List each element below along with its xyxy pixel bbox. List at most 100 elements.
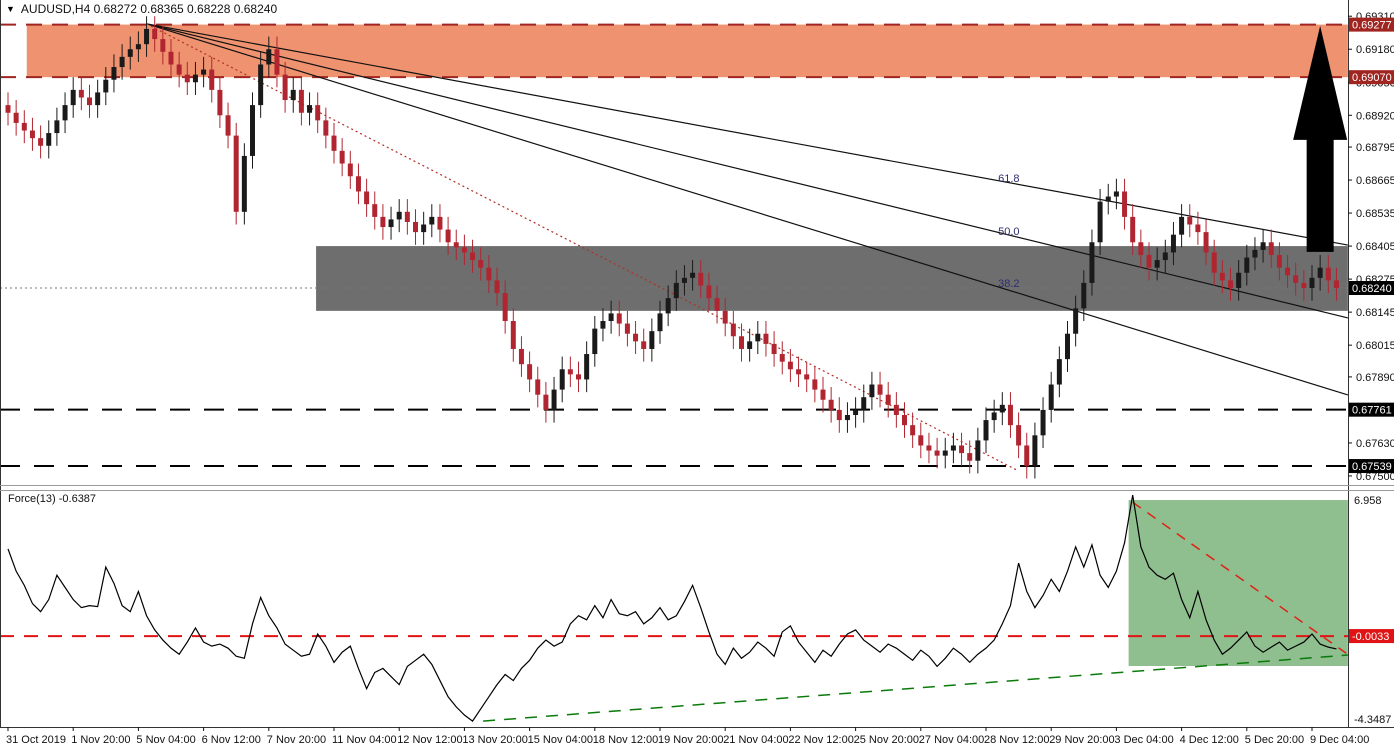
candle-body bbox=[445, 229, 451, 243]
price-zones bbox=[26, 24, 1348, 311]
candle-body bbox=[404, 211, 410, 222]
candle-body bbox=[62, 105, 68, 121]
candle-body bbox=[576, 374, 581, 380]
candle-body bbox=[127, 49, 133, 57]
candle-body bbox=[926, 445, 932, 451]
indicator-falling-trendline[interactable] bbox=[1132, 501, 1347, 654]
candle-body bbox=[730, 323, 736, 337]
candle-body bbox=[1301, 282, 1307, 288]
candle-body bbox=[1317, 267, 1323, 278]
price-tick-label: 0.69180 bbox=[1356, 44, 1394, 56]
price-level-badge-text: 0.69277 bbox=[1352, 20, 1392, 32]
time-tick-label: 28 Nov 12:00 bbox=[984, 734, 1049, 746]
price-tick-label: 0.68145 bbox=[1356, 307, 1394, 319]
time-tick-label: 12 Nov 12:00 bbox=[397, 734, 462, 746]
candle-body bbox=[1105, 196, 1111, 202]
candle-body bbox=[201, 69, 207, 75]
candle-body bbox=[755, 333, 761, 342]
candle-body bbox=[502, 293, 508, 322]
divergence-zone bbox=[1128, 500, 1348, 666]
fan-line-3[interactable] bbox=[146, 23, 1349, 396]
time-tick-label: 21 Nov 04:00 bbox=[723, 734, 788, 746]
candle-body bbox=[584, 354, 590, 380]
candle-body bbox=[429, 216, 435, 225]
candle-body bbox=[347, 163, 353, 177]
candle-body bbox=[1089, 242, 1095, 283]
price-level-badge-text: 0.69070 bbox=[1352, 72, 1392, 84]
indicator-pane bbox=[0, 494, 1348, 722]
candle-body bbox=[1260, 242, 1266, 250]
candle-body bbox=[649, 331, 655, 349]
indicator-level-badge-text: -0.0033 bbox=[1352, 631, 1389, 643]
candle-body bbox=[217, 89, 223, 116]
candle-body bbox=[690, 272, 696, 278]
candle-body bbox=[331, 135, 337, 151]
indicator-rising-trendline[interactable] bbox=[483, 654, 1348, 722]
candle-body bbox=[1162, 252, 1168, 261]
candle-body bbox=[559, 369, 565, 390]
candle-body bbox=[470, 252, 476, 261]
candle-body bbox=[722, 310, 728, 324]
candle-body bbox=[355, 176, 361, 192]
candle-body bbox=[844, 415, 850, 421]
price-tick-label: 0.68405 bbox=[1356, 241, 1394, 253]
fib-level-label: 61.8 bbox=[998, 173, 1019, 185]
price-level-badge bbox=[1349, 402, 1394, 417]
candle-body bbox=[1309, 277, 1315, 288]
candle-body bbox=[1024, 445, 1030, 466]
candle-body bbox=[771, 343, 777, 355]
candle-body bbox=[184, 74, 190, 83]
candle-body bbox=[510, 321, 516, 349]
candle-body bbox=[1333, 280, 1339, 288]
candle-body bbox=[13, 112, 19, 123]
candle-body bbox=[78, 89, 84, 98]
candle-body bbox=[1244, 257, 1250, 273]
time-tick-label: 11 Nov 04:00 bbox=[332, 734, 397, 746]
price-level-badge bbox=[1349, 17, 1394, 32]
candle-body bbox=[673, 282, 679, 299]
candle-body bbox=[918, 435, 924, 446]
candle-body bbox=[95, 92, 101, 106]
fan-line-1[interactable] bbox=[146, 23, 1348, 246]
candle-body bbox=[1170, 234, 1176, 253]
chart-title: ▼ AUDUSD,H4 0.68272 0.68365 0.68228 0.68… bbox=[6, 2, 277, 16]
candle-body bbox=[1048, 384, 1054, 410]
time-tick-label: 15 Nov 04:00 bbox=[528, 734, 593, 746]
candle-body bbox=[967, 453, 973, 461]
candle-body bbox=[616, 313, 622, 324]
candle-body bbox=[1040, 409, 1046, 436]
candle-body bbox=[681, 277, 687, 283]
candle-body bbox=[388, 219, 394, 228]
price-tick-label: 0.68535 bbox=[1356, 208, 1394, 220]
chart-title-text: AUDUSD,H4 0.68272 0.68365 0.68228 0.6824… bbox=[20, 2, 278, 16]
candle-body bbox=[1211, 252, 1217, 273]
candle-body bbox=[176, 64, 182, 75]
candle-body bbox=[1276, 254, 1282, 268]
candle-body bbox=[1032, 435, 1038, 466]
candle-body bbox=[1252, 249, 1258, 258]
candle-body bbox=[910, 425, 916, 436]
candle-body bbox=[999, 404, 1005, 413]
time-tick-label: 7 Nov 20:00 bbox=[267, 734, 326, 746]
fan-line-2[interactable] bbox=[146, 23, 1349, 319]
price-tick-label: 0.68015 bbox=[1356, 340, 1394, 352]
time-tick-label: 27 Nov 04:00 bbox=[919, 734, 984, 746]
fib-level-label: 38.2 bbox=[998, 278, 1019, 290]
candle-body bbox=[453, 242, 459, 248]
force-index-line bbox=[7, 494, 1337, 722]
candle-body bbox=[1007, 404, 1013, 426]
candle-body bbox=[779, 354, 785, 362]
time-tick-label: 3 Dec 04:00 bbox=[1114, 734, 1173, 746]
time-tick-label: 31 Oct 2019 bbox=[6, 734, 66, 746]
candle-body bbox=[21, 122, 27, 131]
bullish-projection-arrow[interactable] bbox=[1293, 25, 1348, 252]
symbol-dropdown-icon[interactable]: ▼ bbox=[6, 3, 15, 14]
candle-body bbox=[991, 412, 997, 421]
candle-body bbox=[983, 420, 989, 441]
annotations bbox=[1293, 25, 1348, 252]
candle-body bbox=[258, 64, 264, 106]
candle-body bbox=[364, 191, 370, 205]
price-level-badge-text: 0.67539 bbox=[1352, 461, 1392, 473]
price-level-badge bbox=[1349, 281, 1394, 295]
